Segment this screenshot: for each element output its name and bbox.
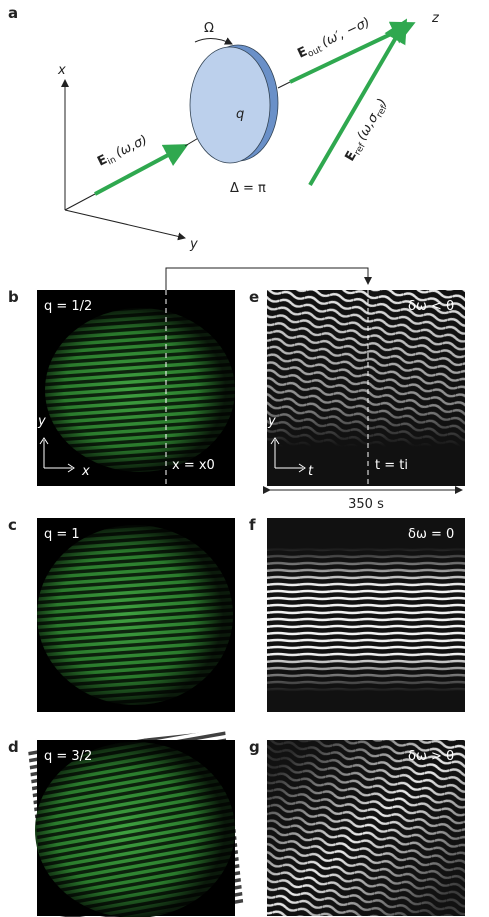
panel-label: f xyxy=(249,516,256,534)
axis-label: x xyxy=(57,63,66,78)
panel-label: b xyxy=(8,288,19,306)
cut-label: x = x0 xyxy=(172,458,215,473)
panel-label: c xyxy=(8,516,17,534)
image-label: q = 1/2 xyxy=(44,299,92,314)
duration-label: 350 s xyxy=(348,497,384,512)
cut-label: t = ti xyxy=(375,458,408,473)
axis-label: z xyxy=(431,11,440,26)
axes-inset xyxy=(39,437,306,473)
beam-label: Eout(ω′, −σ) xyxy=(295,15,373,63)
axis-label: y xyxy=(189,237,198,252)
image-label: q = 3/2 xyxy=(44,749,92,764)
panel-label: a xyxy=(8,4,18,22)
image-label: δω > 0 xyxy=(408,749,454,764)
diagram xyxy=(61,18,416,241)
charge-label: q xyxy=(236,107,244,122)
beam-subscript: in xyxy=(106,155,118,168)
axis-label: y xyxy=(37,414,46,429)
image-label: δω = 0 xyxy=(408,527,454,542)
beam-label: Ein(ω,σ) xyxy=(95,133,151,172)
beam-label: Eref(ω,σref) xyxy=(342,96,392,165)
axis-label: y xyxy=(267,414,276,429)
panel-label: g xyxy=(249,738,260,756)
axis-label: x xyxy=(81,464,90,479)
image xyxy=(267,290,465,916)
axis-label: t xyxy=(308,464,314,479)
rotation-label: Ω xyxy=(204,21,214,36)
connector xyxy=(165,267,372,290)
beam-args: (ω,σ) xyxy=(113,133,150,161)
image-label: q = 1 xyxy=(44,527,80,542)
panel-label: d xyxy=(8,738,19,756)
retardance-label: Δ = π xyxy=(230,181,266,196)
panel-label: e xyxy=(249,288,259,306)
beam-subscript: out xyxy=(306,44,324,59)
image xyxy=(28,290,244,917)
image-label: δω < 0 xyxy=(408,299,454,314)
